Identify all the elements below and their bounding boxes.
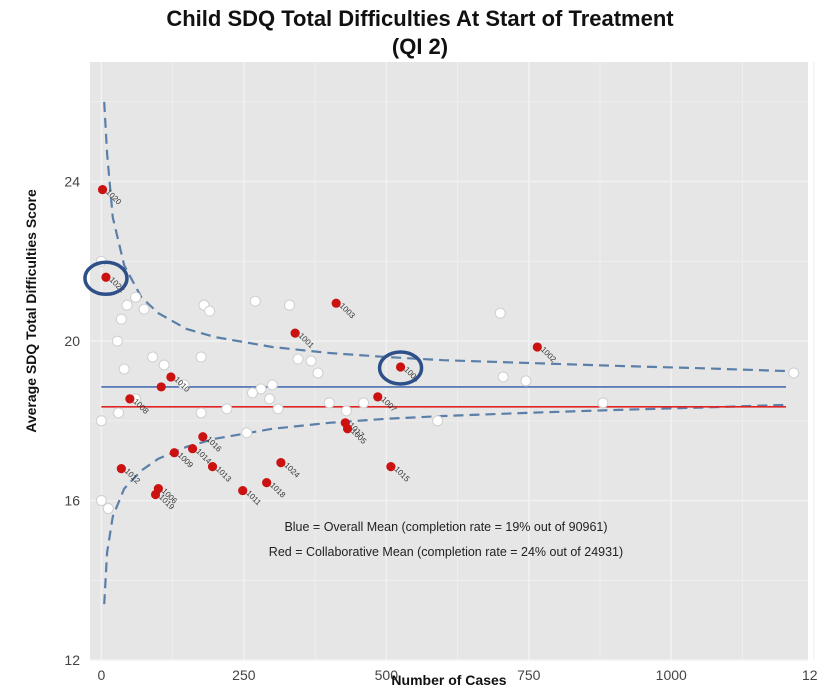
collaborative-point: [97, 184, 108, 195]
gridlines: [90, 62, 815, 661]
other-service-point: [340, 405, 352, 417]
other-service-point: [249, 295, 261, 307]
other-service-point: [112, 407, 124, 419]
collaborative-point: [166, 372, 176, 382]
other-service-point: [305, 355, 317, 367]
y-axis-title: Average SDQ Total Difficulties Score: [23, 189, 39, 433]
collaborative-point: [290, 328, 300, 338]
other-service-point: [497, 371, 509, 383]
collaborative-point: [532, 342, 542, 352]
other-service-point: [283, 299, 295, 311]
other-service-point: [121, 299, 133, 311]
other-service-point: [520, 375, 532, 387]
collaborative-point: [395, 362, 406, 372]
collaborative-point: [125, 394, 135, 404]
collaborative-point: [331, 298, 341, 308]
x-axis-title: Number of Cases: [391, 672, 506, 688]
x-tick-label: 500: [375, 667, 399, 683]
y-tick-label: 16: [64, 493, 80, 509]
chart-title: Child SDQ Total Difficulties At Start of…: [166, 6, 674, 31]
other-service-point: [323, 397, 335, 409]
other-service-point: [195, 351, 207, 363]
other-service-point: [432, 415, 444, 427]
collaborative-point: [386, 462, 396, 472]
other-service-point: [118, 363, 130, 375]
x-tick-label: 125: [802, 667, 818, 683]
other-service-point: [95, 415, 107, 427]
collaborative-point: [276, 458, 286, 468]
other-service-point: [130, 291, 142, 303]
other-service-point: [358, 397, 370, 409]
other-service-point: [241, 427, 253, 439]
other-service-point: [264, 393, 275, 405]
collaborative-point: [238, 485, 248, 496]
x-tick-label: 1000: [656, 667, 687, 683]
collaborative-point: [116, 464, 126, 474]
other-service-point: [147, 351, 159, 363]
x-tick-label: 750: [517, 667, 541, 683]
x-tick-label: 250: [232, 667, 256, 683]
collaborative-point: [207, 462, 218, 472]
other-service-point: [95, 495, 107, 507]
highlight-circle: [377, 350, 424, 386]
collaborative-point: [187, 444, 198, 454]
y-tick-label: 20: [64, 333, 80, 349]
other-service-point: [788, 367, 800, 379]
other-service-point: [102, 503, 114, 515]
other-service-point: [246, 387, 258, 399]
upper-control-limit: [103, 101, 786, 373]
other-service-point: [138, 303, 150, 315]
collaborative-point: [198, 432, 208, 442]
other-service-point: [597, 397, 609, 409]
collaborative-point: [156, 382, 166, 392]
x-tick-label: 0: [97, 667, 105, 683]
other-service-point: [312, 367, 324, 379]
other-service-point: [111, 335, 123, 347]
annotation-text: Red = Collaborative Mean (completion rat…: [269, 545, 623, 559]
other-service-point: [178, 379, 190, 391]
collaborative-point: [169, 448, 179, 458]
other-service-point: [272, 403, 284, 415]
y-tick-label: 24: [64, 174, 80, 190]
chart-subtitle: (QI 2): [391, 34, 449, 59]
y-tick-label: 12: [64, 652, 80, 668]
lower-control-limit: [103, 403, 786, 605]
collaborative-point: [262, 477, 272, 488]
other-service-point: [292, 353, 304, 365]
collaborative-point: [342, 424, 353, 434]
other-service-point: [494, 307, 506, 319]
highlight-circle: [83, 260, 129, 297]
other-service-point: [266, 379, 278, 391]
other-service-point: [115, 313, 127, 325]
other-service-point: [221, 403, 233, 415]
collaborative-point: [150, 489, 161, 500]
other-service-point: [158, 359, 170, 371]
other-service-point: [195, 407, 207, 419]
other-service-point: [204, 305, 216, 317]
annotation-text: Blue = Overall Mean (completion rate = 1…: [284, 520, 607, 534]
collaborative-point: [373, 392, 383, 402]
collaborative-point: [101, 272, 111, 282]
